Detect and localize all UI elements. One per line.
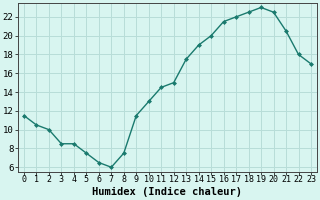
X-axis label: Humidex (Indice chaleur): Humidex (Indice chaleur) bbox=[92, 187, 243, 197]
